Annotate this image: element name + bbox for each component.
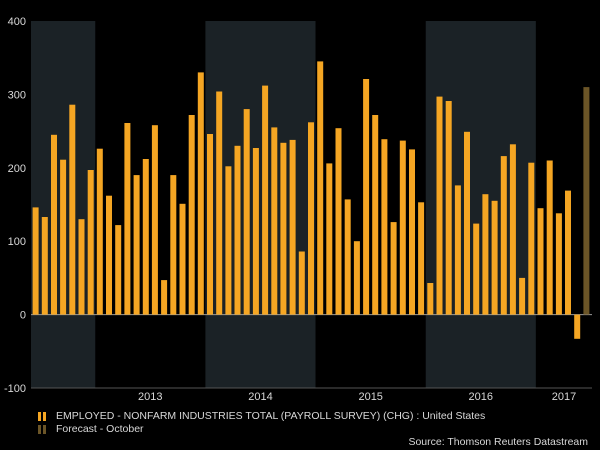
bar: [353, 241, 360, 315]
legend-item-forecast: Forecast - October: [38, 423, 144, 435]
bar: [234, 145, 241, 315]
bar: [60, 159, 67, 315]
x-year-label: 2015: [358, 391, 382, 403]
bar: [326, 163, 333, 315]
bar: [243, 109, 250, 315]
legend-swatch-forecast: [38, 424, 46, 434]
year-band-2014: [205, 21, 316, 388]
bar: [565, 190, 571, 315]
year-band-2016: [425, 21, 536, 388]
bar: [216, 91, 223, 315]
bar: [399, 140, 406, 315]
bar: [197, 72, 204, 315]
bar: [69, 104, 76, 315]
bar: [390, 222, 397, 315]
bar: [133, 175, 140, 315]
y-tick-label: 400: [8, 16, 26, 28]
bar: [142, 159, 149, 315]
bar: [473, 223, 480, 315]
x-year-label: 2014: [248, 391, 272, 403]
bar: [344, 199, 351, 315]
legend-label-payroll: EMPLOYED - NONFARM INDUSTRIES TOTAL (PAY…: [56, 410, 486, 422]
bar: [207, 134, 213, 315]
bars: [32, 61, 590, 339]
bar: [87, 170, 94, 315]
bar: [537, 208, 544, 315]
bar: [409, 149, 415, 315]
legend-item-payroll: EMPLOYED - NONFARM INDUSTRIES TOTAL (PAY…: [38, 410, 485, 422]
bar: [262, 85, 269, 315]
bar: [335, 128, 342, 315]
y-tick-label: 100: [8, 236, 26, 248]
bar: [363, 79, 370, 315]
bar: [78, 219, 85, 315]
bar: [418, 202, 425, 315]
bar: [41, 217, 48, 315]
bar: [427, 283, 434, 315]
x-year-label: 2017: [552, 391, 576, 403]
legend-label-forecast: Forecast - October: [56, 423, 144, 435]
bar: [252, 148, 259, 315]
y-tick-label: 300: [8, 89, 26, 101]
x-year-label: 2013: [138, 391, 162, 403]
bar: [546, 160, 553, 315]
bar: [454, 185, 461, 315]
bar: [298, 251, 305, 315]
y-tick-label: 0: [20, 310, 26, 322]
year-band-2013: [95, 21, 206, 388]
bar: [491, 200, 498, 315]
bar: [436, 96, 443, 315]
bar: [317, 61, 324, 315]
bar: [381, 139, 388, 315]
y-tick-label: 200: [8, 163, 26, 175]
bar: [574, 314, 581, 339]
x-year-label: 2016: [469, 391, 493, 403]
bar: [32, 207, 39, 315]
bar: [509, 144, 516, 315]
bar: [161, 280, 168, 315]
bar: [372, 115, 379, 315]
year-shading: [31, 21, 592, 388]
bar: [280, 142, 287, 315]
bar: [188, 115, 195, 315]
bar: [170, 175, 177, 315]
bar: [271, 127, 278, 315]
y-tick-label: -100: [4, 383, 26, 395]
bar: [289, 139, 296, 315]
source-note: Source: Thomson Reuters Datastream: [408, 436, 588, 448]
year-band-2015: [315, 21, 426, 388]
bar: [51, 134, 57, 315]
bar: [96, 148, 103, 315]
bar: [555, 213, 562, 315]
bar: [308, 122, 314, 315]
forecast-bar: [583, 87, 590, 315]
x-axis: 2013 2014 2015 2016 2017: [31, 387, 592, 403]
bar: [445, 101, 452, 315]
bar: [124, 123, 131, 315]
bar: [519, 277, 526, 315]
year-band-2017: [535, 21, 592, 388]
legend-swatch-payroll: [38, 411, 46, 421]
bar: [115, 225, 122, 315]
bar: [482, 194, 489, 315]
bar: [500, 156, 507, 315]
bar: [179, 203, 186, 315]
bar: [464, 131, 470, 315]
bar: [106, 195, 112, 315]
bar: [225, 166, 232, 315]
bar: [528, 162, 535, 315]
bar: [151, 125, 158, 315]
